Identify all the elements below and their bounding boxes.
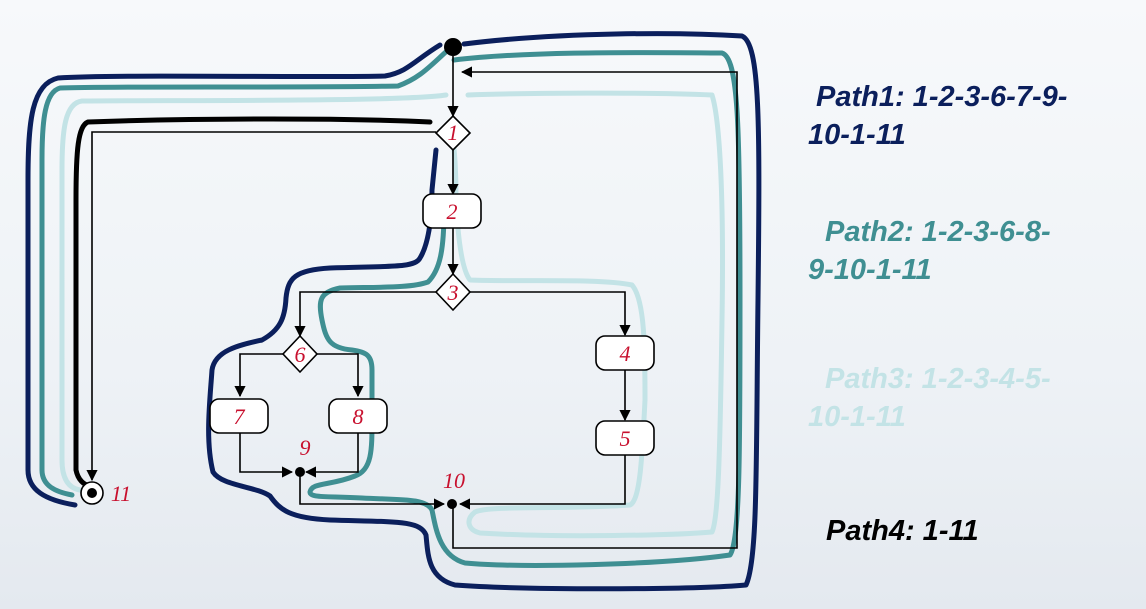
edge-3-6 — [294, 291, 436, 338]
path2-caption-line2: 9-10-1-11 — [808, 254, 932, 286]
edge-9-10 — [299, 476, 446, 510]
node-6: 6 — [281, 334, 319, 374]
node-11-label: 11 — [111, 481, 131, 506]
path4-caption-line1: Path4: 1-11 — [826, 515, 979, 547]
path3-caption-line1: Path3: 1-2-3-4-5- — [825, 363, 1051, 395]
node-9: 9 — [295, 435, 311, 477]
path2-caption: Path2: 1-2-3-6-8- 9-10-1-11 — [808, 213, 1051, 289]
edge-8-9 — [304, 433, 359, 478]
path1-caption: Path1: 1-2-3-6-7-9- 10-1-11 — [808, 78, 1067, 154]
node-5: 5 — [595, 420, 655, 456]
node-1-label: 1 — [448, 120, 459, 145]
highlight-path2 — [39, 47, 743, 568]
highlight-path4 — [73, 116, 433, 489]
node-2-label: 2 — [447, 199, 458, 224]
edge-6-8 — [316, 353, 364, 398]
path3-caption-line2: 10-1-11 — [808, 401, 906, 433]
node-10-label: 10 — [443, 468, 465, 493]
node-8-label: 8 — [353, 404, 364, 429]
node-7: 7 — [209, 398, 269, 434]
highlight-path3 — [59, 90, 726, 539]
edge-3-4 — [470, 291, 631, 337]
node-9-label: 9 — [300, 435, 311, 460]
node-10: 10 — [443, 468, 465, 509]
start-node — [444, 38, 462, 56]
node-1: 1 — [434, 114, 472, 152]
flow-edges — [86, 56, 738, 549]
path4-caption: Path4: 1-11 — [826, 512, 979, 550]
node-5-label: 5 — [620, 426, 631, 451]
edge-6-7 — [234, 353, 284, 398]
path3-caption: Path3: 1-2-3-4-5- 10-1-11 — [808, 360, 1051, 436]
path1-caption-line1: Path1: 1-2-3-6-7-9- — [816, 81, 1068, 113]
node-11: 11 — [80, 481, 131, 506]
edge-5-10 — [458, 455, 626, 510]
edge-10-1 — [452, 66, 738, 549]
node-6-label: 6 — [295, 342, 306, 367]
path2-caption-line1: Path2: 1-2-3-6-8- — [825, 216, 1051, 248]
node-8: 8 — [328, 398, 388, 434]
path1-caption-line2: 10-1-11 — [808, 119, 906, 151]
node-3-label: 3 — [447, 280, 459, 305]
node-4-label: 4 — [620, 341, 631, 366]
highlight-path1 — [25, 31, 762, 592]
edge-1-11 — [86, 131, 436, 482]
node-3: 3 — [434, 272, 472, 312]
node-2: 2 — [422, 193, 482, 229]
edge-7-9 — [239, 433, 294, 478]
node-4: 4 — [595, 335, 655, 371]
node-7-label: 7 — [234, 404, 246, 429]
